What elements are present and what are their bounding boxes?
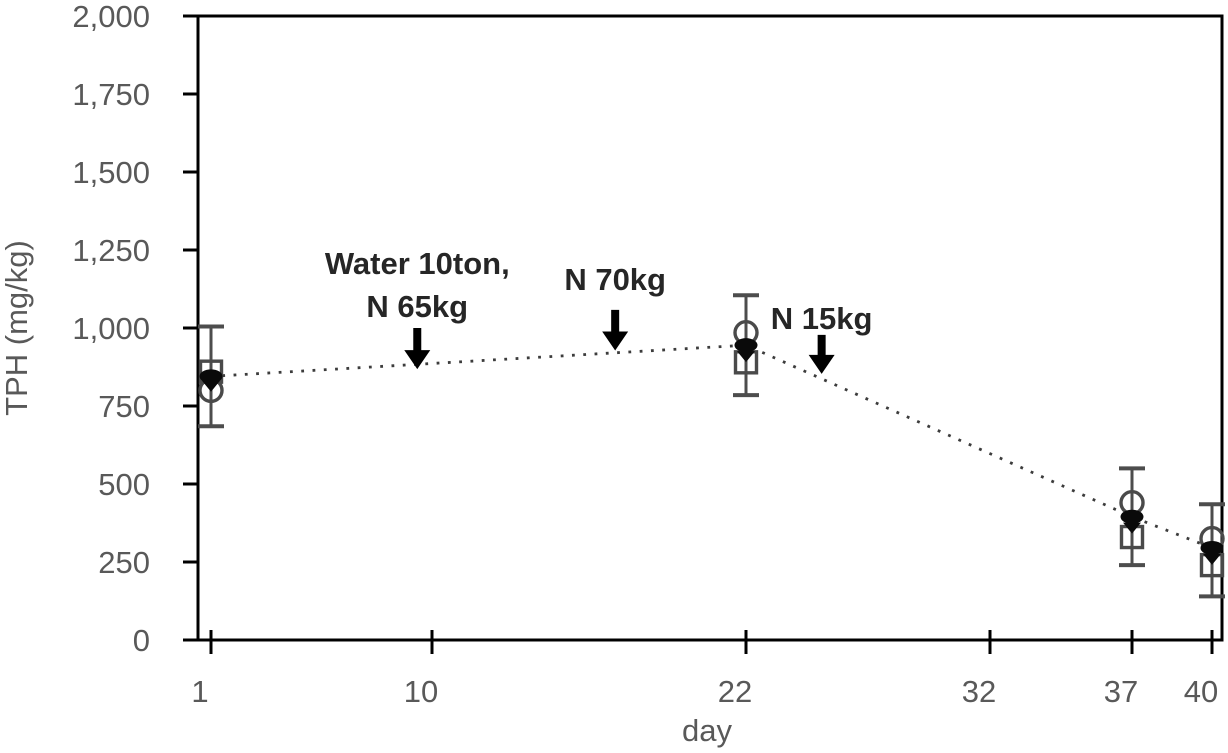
annotation: N 70kg xyxy=(564,262,666,351)
series-replicate-open-square xyxy=(198,350,1225,578)
annotation-arrow-down-icon xyxy=(602,309,629,351)
y-axis-tick-label: 500 xyxy=(98,467,150,502)
y-axis-tick-label: 1,500 xyxy=(72,155,150,190)
annotation-text: N 15kg xyxy=(771,301,873,336)
x-axis-tick-label: 1 xyxy=(191,674,208,709)
x-axis-tick-label: 32 xyxy=(962,674,996,709)
y-axis-tick-label: 750 xyxy=(98,389,150,424)
y-axis: 0 250 500 750 1,000 1,250 1,500 1,750 2,000 xyxy=(72,0,198,658)
annotation-text: Water 10ton, xyxy=(325,246,510,281)
marker-filled-triangle xyxy=(1203,553,1221,565)
x-axis-title: day xyxy=(682,713,732,748)
annotation-arrow-down-icon xyxy=(808,334,835,374)
trendline-dotted xyxy=(210,343,1213,550)
y-axis-title: TPH (mg/kg) xyxy=(0,240,34,416)
x-axis: 1 10 22 32 37 40 xyxy=(191,630,1218,709)
x-axis-tick-label: 37 xyxy=(1104,674,1138,709)
y-axis-tick-label: 1,000 xyxy=(72,311,150,346)
plot-frame xyxy=(196,14,1224,642)
y-axis-tick-label: 250 xyxy=(98,545,150,580)
marker-filled-circle xyxy=(199,369,223,384)
marker-filled-triangle xyxy=(737,351,755,363)
annotation-text: N 70kg xyxy=(564,262,666,297)
marker-filled-circle xyxy=(1200,540,1224,555)
x-axis-tick-label: 40 xyxy=(1184,674,1218,709)
y-axis-tick-label: 1,250 xyxy=(72,233,150,268)
error-bars xyxy=(198,293,1225,599)
marker-filled-circle xyxy=(1120,509,1144,524)
marker-filled-triangle xyxy=(1123,522,1141,534)
annotation: N 15kg xyxy=(771,301,873,374)
annotation-text: N 65kg xyxy=(366,289,468,324)
y-axis-tick-label: 1,750 xyxy=(72,77,150,112)
y-axis-tick-label: 0 xyxy=(133,623,150,658)
marker-filled-circle xyxy=(734,338,758,353)
series-replicate-filled-triangle xyxy=(202,351,1221,565)
x-axis-tick-label: 22 xyxy=(718,674,752,709)
series-mean-filled-circle xyxy=(199,338,1224,555)
x-axis-tick-label: 10 xyxy=(404,674,438,709)
y-axis-tick-label: 2,000 xyxy=(72,0,150,34)
annotation-arrow-down-icon xyxy=(404,328,431,370)
marker-filled-triangle xyxy=(202,380,220,392)
annotation: Water 10ton, N 65kg xyxy=(325,246,510,370)
series-replicate-open-circle xyxy=(198,319,1225,552)
